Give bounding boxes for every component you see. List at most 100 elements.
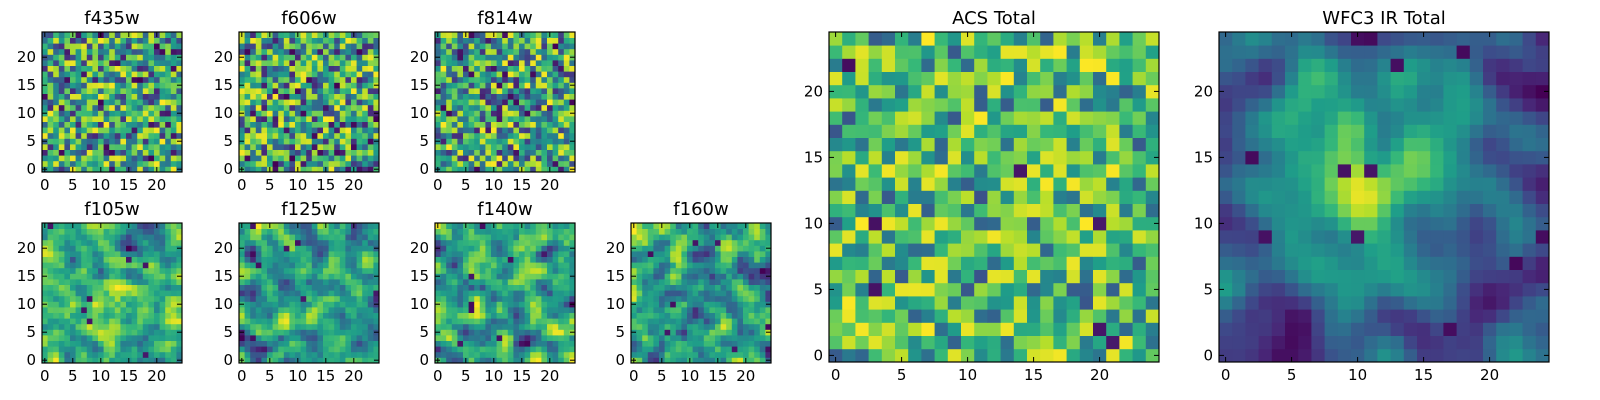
heat-cell	[70, 251, 76, 257]
heat-cell	[250, 54, 257, 61]
heat-cell	[474, 121, 481, 128]
heat-cell	[283, 76, 290, 83]
heat-cell	[921, 309, 935, 323]
heat-cell	[86, 279, 93, 285]
heat-cell	[479, 116, 486, 122]
heat-cell	[463, 88, 469, 94]
heat-cell	[267, 295, 273, 302]
heat-cell	[547, 116, 553, 122]
heat-cell	[170, 160, 177, 167]
heat-cell	[440, 93, 447, 100]
y-tick-label: 15	[17, 76, 36, 94]
heat-cell	[170, 37, 177, 44]
heat-cell	[908, 243, 922, 257]
heat-cell	[463, 144, 469, 150]
heat-cell	[109, 144, 116, 150]
heat-cell	[507, 346, 514, 353]
heat-cell	[317, 267, 324, 274]
heat-cell	[558, 43, 565, 50]
heat-cell	[670, 357, 677, 364]
heat-cell	[317, 312, 324, 319]
heat-cell	[1132, 348, 1147, 363]
heat-cell	[58, 223, 65, 229]
heat-cell	[485, 132, 492, 139]
heat-cell	[446, 93, 453, 100]
heat-cell	[1079, 282, 1094, 297]
heat-cell	[328, 82, 335, 89]
heat-cell	[244, 99, 251, 106]
heat-cell	[726, 329, 733, 336]
heat-cell	[698, 234, 705, 241]
heat-cell	[345, 76, 352, 83]
heat-cell	[58, 307, 65, 313]
heat-cell	[1053, 243, 1067, 257]
heat-cell	[468, 335, 475, 341]
heat-cell	[698, 357, 705, 364]
heat-cell	[154, 138, 160, 145]
heat-cell	[283, 155, 290, 162]
heat-cell	[142, 76, 149, 83]
heat-cell	[351, 245, 357, 252]
heat-cell	[81, 279, 88, 285]
y-tick-label: 10	[214, 104, 233, 122]
heat-cell	[552, 295, 559, 302]
heat-cell	[142, 116, 149, 122]
heat-cell	[502, 144, 509, 150]
heat-cell	[754, 312, 761, 319]
heat-cell	[563, 346, 570, 353]
heat-cell	[563, 65, 570, 72]
heat-cell	[513, 37, 520, 44]
heat-cell	[367, 346, 374, 353]
heat-cell	[120, 116, 127, 122]
heat-cell	[86, 256, 93, 263]
heat-cell	[165, 110, 172, 117]
heat-cell	[367, 127, 374, 134]
heat-cell	[552, 99, 559, 106]
heat-cell	[440, 273, 447, 280]
heat-cell	[70, 160, 76, 167]
heat-cell	[137, 346, 144, 353]
heat-cell	[58, 312, 65, 319]
heat-cell	[921, 296, 935, 310]
heat-cell	[367, 76, 374, 83]
heat-cell	[295, 138, 301, 145]
heat-cell	[317, 138, 324, 145]
heat-cell	[552, 256, 559, 263]
heat-cell	[92, 323, 99, 330]
heat-cell	[148, 318, 155, 325]
heat-cell	[356, 127, 363, 134]
heat-cell	[496, 160, 503, 167]
heat-cell	[239, 239, 245, 246]
heat-cell	[569, 256, 576, 263]
heat-cell	[75, 228, 82, 235]
heat-cell	[81, 37, 88, 44]
heat-cell	[974, 348, 988, 363]
heat-cell	[170, 239, 177, 246]
heat-cell	[855, 296, 869, 310]
heat-cell	[339, 88, 346, 94]
heat-cell	[86, 166, 93, 173]
heat-cell	[283, 43, 290, 50]
heat-cell	[47, 307, 54, 313]
heat-cell	[868, 348, 883, 363]
heat-cell	[558, 82, 565, 89]
heat-cell	[502, 290, 509, 297]
heat-cell	[250, 60, 257, 66]
heat-cell	[255, 340, 262, 347]
heat-cell	[468, 104, 475, 111]
heat-cell	[491, 110, 497, 117]
heat-cell	[474, 340, 481, 347]
heat-cell	[541, 223, 548, 229]
heat-cell	[75, 267, 82, 274]
heat-cell	[289, 48, 296, 55]
heat-cell	[53, 116, 60, 122]
heat-cell	[502, 43, 509, 50]
heat-cell	[137, 279, 144, 285]
heat-cell	[103, 166, 110, 173]
heat-cell	[743, 245, 749, 252]
heat-cell	[53, 99, 60, 106]
heat-cell	[463, 351, 469, 358]
x-tick-label: 15	[119, 367, 138, 385]
heat-cell	[373, 160, 380, 167]
